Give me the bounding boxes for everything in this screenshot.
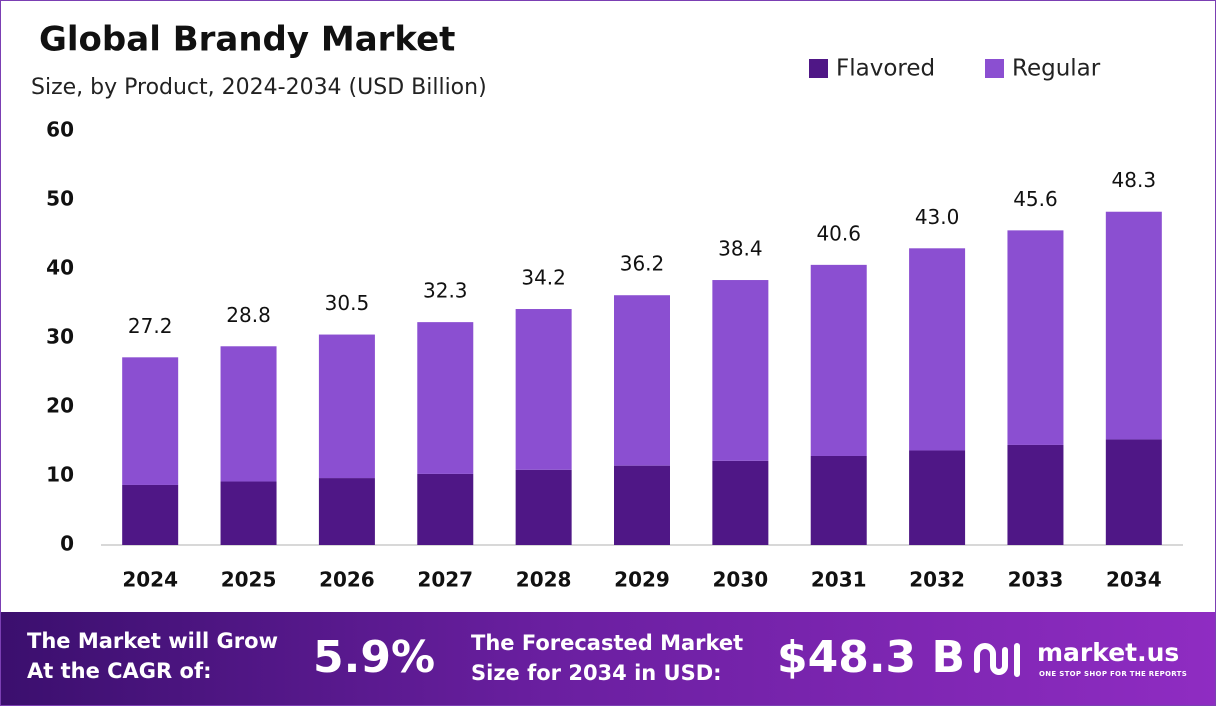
bar-segment — [1105, 211, 1162, 440]
bar-segment — [122, 357, 179, 485]
brand-logo — [974, 643, 1020, 677]
chart-subtitle: Size, by Product, 2024-2034 (USD Billion… — [31, 75, 487, 100]
total-label: 45.6 — [1013, 187, 1058, 211]
bar-segment — [810, 264, 867, 456]
bar-segment — [318, 478, 375, 545]
x-tick-label: 2030 — [713, 568, 769, 592]
x-tick-label: 2031 — [811, 568, 867, 592]
cagr-line: The Market will Grow — [27, 629, 278, 653]
brand-tagline: ONE STOP SHOP FOR THE REPORTS — [1039, 670, 1188, 678]
x-tick-label: 2027 — [417, 568, 473, 592]
bar-segment — [909, 248, 966, 451]
x-tick-label: 2026 — [319, 568, 375, 592]
bar-segment — [220, 481, 277, 545]
bar-segment — [712, 280, 769, 461]
total-label: 30.5 — [325, 291, 370, 315]
total-label: 34.2 — [521, 266, 566, 290]
y-tick-label: 60 — [46, 118, 74, 142]
bar-segment — [1007, 444, 1064, 545]
legend-swatch — [985, 59, 1004, 78]
total-label: 27.2 — [128, 314, 173, 338]
forecast-line: Size for 2034 in USD: — [471, 661, 722, 685]
total-label: 40.6 — [816, 221, 861, 245]
cagr-line: At the CAGR of: — [27, 659, 212, 683]
bar-segment — [810, 455, 867, 545]
y-tick-label: 20 — [46, 394, 74, 418]
bar-segment — [614, 465, 670, 545]
x-tick-label: 2028 — [516, 568, 572, 592]
total-label: 43.0 — [915, 205, 960, 229]
x-tick-label: 2025 — [221, 568, 277, 592]
y-tick-label: 40 — [46, 256, 74, 280]
x-tick-label: 2024 — [122, 568, 178, 592]
bar-segment — [417, 322, 474, 474]
forecast-text: The Forecasted Market Size for 2034 in U… — [471, 628, 743, 688]
x-tick-label: 2032 — [909, 568, 965, 592]
y-tick-label: 30 — [46, 325, 74, 349]
footer-banner: The Market will Grow At the CAGR of: 5.9… — [1, 612, 1215, 705]
forecast-value: $48.3 B — [777, 632, 966, 683]
legend-swatch — [809, 59, 828, 78]
chart: Global Brandy Market Size, by Product, 2… — [31, 20, 1183, 592]
y-tick-label: 50 — [46, 187, 74, 211]
bar-segment — [614, 295, 670, 466]
chart-title: Global Brandy Market — [39, 20, 455, 60]
bar-segment — [1105, 439, 1162, 545]
total-label: 28.8 — [226, 303, 271, 327]
bar-segment — [318, 334, 375, 479]
y-tick-label: 0 — [60, 532, 74, 556]
total-label: 32.3 — [423, 279, 468, 303]
bar-segment — [220, 346, 277, 482]
bar-segment — [417, 473, 474, 545]
cagr-text: The Market will Grow At the CAGR of: — [27, 626, 278, 686]
total-label: 38.4 — [718, 237, 763, 261]
bar-segment — [122, 484, 179, 545]
y-tick-label: 10 — [46, 463, 74, 487]
brand-name: market.us — [1037, 638, 1180, 667]
x-tick-label: 2033 — [1008, 568, 1064, 592]
forecast-line: The Forecasted Market — [471, 631, 744, 655]
total-label: 48.3 — [1112, 168, 1157, 192]
bar-segment — [515, 309, 572, 470]
bar-segment — [515, 469, 572, 545]
x-tick-label: 2034 — [1106, 568, 1162, 592]
x-tick-label: 2029 — [614, 568, 670, 592]
total-label: 36.2 — [620, 252, 665, 276]
legend-label: Flavored — [836, 56, 935, 82]
bar-segment — [909, 450, 966, 545]
legend-label: Regular — [1012, 56, 1101, 82]
cagr-value: 5.9% — [313, 632, 436, 683]
bar-segment — [712, 460, 769, 545]
bar-segment — [1007, 230, 1064, 445]
